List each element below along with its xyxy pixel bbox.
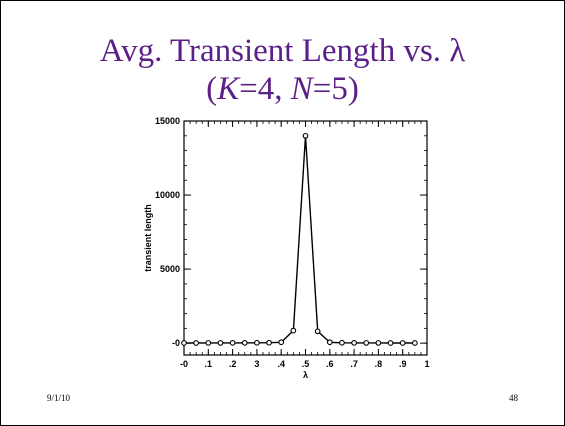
data-point <box>412 340 418 346</box>
x-tick-label: .6 <box>326 359 334 369</box>
y-tick-label: 10000 <box>155 190 180 200</box>
slide-title-line1: Avg. Transient Length vs. λ <box>99 33 466 69</box>
data-point <box>217 340 224 346</box>
x-axis-label: λ <box>303 370 308 380</box>
data-point <box>399 340 406 346</box>
slide-date: 9/1/10 <box>47 393 71 403</box>
series-line <box>184 135 415 344</box>
x-tick-label: .4 <box>277 359 285 369</box>
title-k-value: =4, <box>239 71 291 107</box>
y-tick-label: 15000 <box>155 116 180 126</box>
data-point <box>351 340 357 346</box>
slide-title-line2: (K=4, N=5) <box>1 70 564 108</box>
data-point <box>290 327 297 334</box>
data-point <box>205 340 212 346</box>
y-axis-label: transient length <box>143 204 153 272</box>
data-point <box>193 340 200 346</box>
x-tick-label: .8 <box>375 359 383 369</box>
data-point <box>229 340 236 346</box>
data-point <box>363 340 370 346</box>
title-n-value: =5) <box>312 71 359 107</box>
transient-length-chart: -0 .1 .2 3 .4 .5 .6 .7 .8 .9 1 -0 5000 10000 15000 λ tra… <box>143 116 430 380</box>
title-open-paren: ( <box>206 71 218 107</box>
data-point <box>302 132 309 139</box>
data-point <box>254 339 260 346</box>
x-tick-label: .5 <box>302 359 310 369</box>
x-tick-label: .1 <box>205 359 213 369</box>
x-tick-label: .9 <box>399 359 407 369</box>
data-point <box>181 340 187 346</box>
title-k-symbol: K <box>217 71 240 107</box>
data-point <box>241 340 248 346</box>
y-tick-label: 5000 <box>160 264 180 274</box>
plot-frame <box>183 120 428 356</box>
x-tick-label: -0 <box>180 359 188 369</box>
data-point <box>314 328 321 335</box>
data-point <box>339 339 345 346</box>
x-tick-label: 3 <box>254 359 259 369</box>
x-tick-label: 1 <box>424 359 429 369</box>
y-tick-label: -0 <box>172 338 180 348</box>
slide-page-number: 48 <box>509 393 518 403</box>
x-tick-label: .2 <box>229 359 237 369</box>
data-point <box>266 339 272 346</box>
data-point <box>326 339 333 346</box>
title-n-symbol: N <box>290 71 313 107</box>
data-point <box>387 340 394 346</box>
data-point <box>375 340 382 346</box>
x-tick-label: .7 <box>350 359 358 369</box>
data-point <box>278 339 285 346</box>
